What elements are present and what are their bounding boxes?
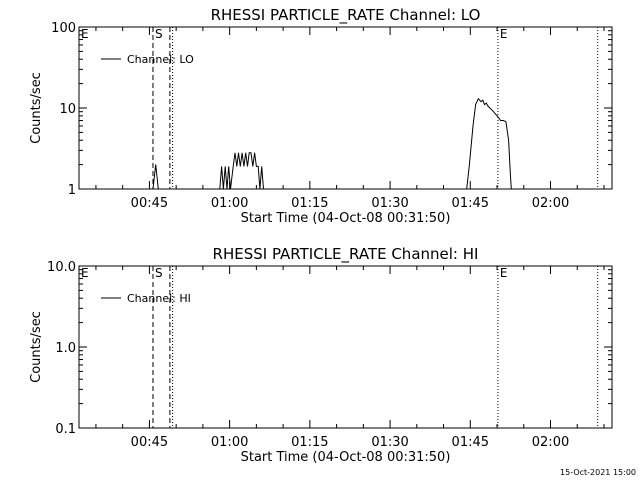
x-tick-label: 00:45 [131,435,168,450]
y-tick-label: 10.0 [47,260,76,275]
x-tick-label: 01:30 [371,196,408,211]
x-tick-label: 01:45 [452,435,489,450]
event-marker-label: S [155,266,163,280]
y-axis-label: Counts/sec [29,72,44,144]
legend-label: Channel: LO [127,53,194,66]
chart-panel-1: RHESSI PARTICLE_RATE Channel: LO 00:45 01:… [29,6,613,226]
x-tick-label: 01:15 [291,435,328,450]
chart-title: RHESSI PARTICLE_RATE Channel: LO [211,6,481,25]
x-tick-label: 02:00 [532,435,569,450]
y-tick-label: 1 [68,183,76,198]
x-tick-label: 01:45 [452,196,489,211]
y-tick-label: 0.1 [55,422,76,437]
chart-panel-2: RHESSI PARTICLE_RATE Channel: HI 00:45 01:… [29,245,613,465]
x-tick-label: 01:15 [291,196,328,211]
plot-frame [78,265,613,429]
y-axis-label: Counts/sec [29,311,44,383]
x-axis-label: Start Time (04-Oct-08 00:31:50) [241,450,451,465]
x-tick-label: 00:45 [131,196,168,211]
series-line [219,152,264,190]
series-line [152,164,159,190]
plot-frame [78,26,613,190]
event-marker-label: E [500,266,508,280]
y-tick-label: 100 [51,21,76,36]
x-tick-label: 02:00 [532,196,569,211]
x-tick-label: 01:00 [211,435,248,450]
y-tick-label: 10 [59,102,76,117]
chart-title: RHESSI PARTICLE_RATE Channel: HI [213,245,479,264]
y-tick-label: 1.0 [55,341,76,356]
x-tick-label: 01:00 [211,196,248,211]
x-tick-label: 01:30 [371,435,408,450]
x-axis-label: Start Time (04-Oct-08 00:31:50) [241,211,451,226]
event-marker-label: S [155,27,163,41]
event-marker-label: E [81,27,89,41]
timestamp-stamp: 15-Oct-2021 15:00 [560,468,636,477]
series-line [466,97,512,190]
legend-label: Channel: HI [127,292,191,305]
event-marker-label: E [81,266,89,280]
event-marker-label: E [500,27,508,41]
